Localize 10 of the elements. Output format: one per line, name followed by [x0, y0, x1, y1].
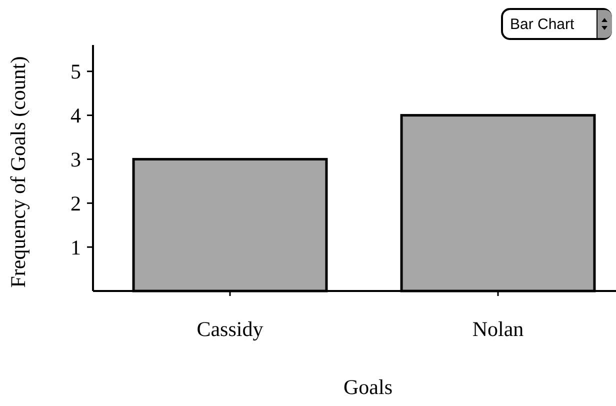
- x-tick-label: Cassidy: [196, 317, 264, 341]
- y-tick-label: 1: [70, 235, 81, 260]
- y-tick-label: 5: [70, 60, 81, 84]
- x-axis-title: Goals: [344, 375, 392, 399]
- x-tick-label: Nolan: [472, 317, 524, 341]
- y-tick-label: 4: [70, 104, 82, 128]
- dropdown-menu: Bar Chart: [501, 8, 612, 40]
- y-tick-label: 3: [70, 148, 81, 172]
- y-tick-label: 2: [70, 191, 81, 216]
- y-axis-title: Frequency of Goals (count): [6, 56, 30, 288]
